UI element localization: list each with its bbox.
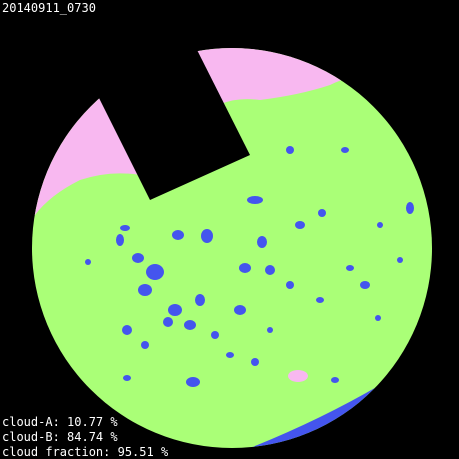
- image-title: 20140911_0730: [2, 1, 96, 15]
- stat-line: cloud-B: 84.74 %: [2, 430, 118, 444]
- stat-line: cloud fraction: 95.51 %: [2, 445, 169, 459]
- cloud-a-region: [288, 370, 308, 382]
- mask-cutout: [92, 32, 250, 200]
- stat-line: cloud-A: 10.77 %: [2, 415, 118, 429]
- clear-sky-patches: [85, 146, 414, 387]
